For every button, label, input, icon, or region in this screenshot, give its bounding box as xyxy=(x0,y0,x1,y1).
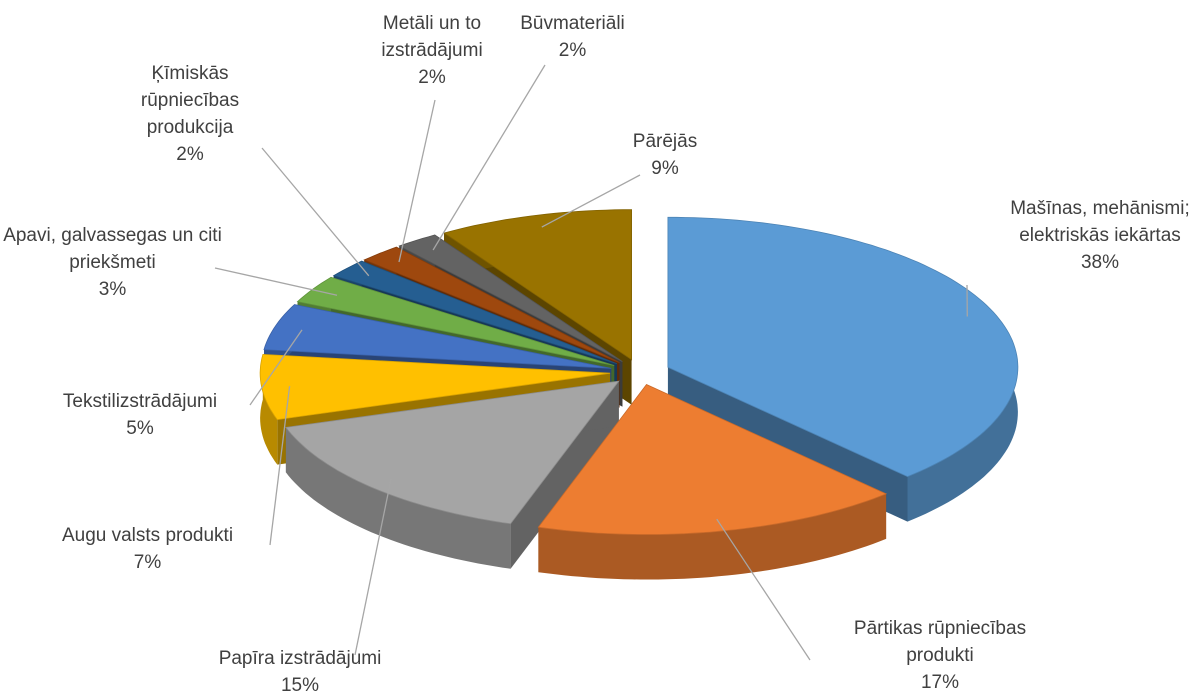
category-label: Būvmateriāli xyxy=(520,13,625,34)
slice-side xyxy=(285,427,511,569)
data-label: Pārējās 9% xyxy=(600,128,730,182)
category-label: Apavi, galvassegas un citi priekšmeti xyxy=(3,225,222,273)
data-label: Papīra izstrādājumi 15% xyxy=(200,645,400,699)
value-label: 7% xyxy=(133,552,162,573)
slice-side xyxy=(538,493,887,580)
category-label: Pārējās xyxy=(632,131,698,152)
data-label: Apavi, galvassegas un citi priekšmeti 3% xyxy=(0,222,225,303)
value-label: 2% xyxy=(418,67,446,88)
category-label: Tekstilizstrādājumi xyxy=(62,391,218,412)
leader-line xyxy=(716,518,811,661)
category-label: Mašīnas, mehānismi; elektriskās iekārtas xyxy=(1010,198,1190,246)
leader-line xyxy=(432,64,546,251)
slice xyxy=(332,260,618,365)
value-label: 9% xyxy=(651,158,679,179)
value-label: 3% xyxy=(98,279,127,300)
category-label: Pārtikas rūpniecības produkti xyxy=(853,618,1027,666)
data-label: Tekstilizstrādājumi 5% xyxy=(20,388,260,442)
leader-line xyxy=(541,174,641,228)
value-label: 38% xyxy=(1080,252,1120,273)
value-label: 2% xyxy=(176,144,204,165)
data-label: Ķīmiskās rūpniecības produkcija 2% xyxy=(120,60,260,168)
leader-line xyxy=(214,267,338,296)
slice xyxy=(296,276,615,366)
value-label: 17% xyxy=(920,672,960,693)
value-label: 15% xyxy=(280,675,320,696)
slice xyxy=(363,246,620,363)
data-label: Augu valsts produkti 7% xyxy=(20,522,275,576)
slice xyxy=(263,304,612,369)
category-label: Papīra izstrādājumi xyxy=(218,648,382,669)
data-label: Metāli un to izstrādājumi 2% xyxy=(352,10,512,91)
slice xyxy=(285,380,620,525)
category-label: Augu valsts produkti xyxy=(61,525,234,546)
leader-line xyxy=(261,147,370,277)
data-label: Būvmateriāli 2% xyxy=(495,10,650,64)
slice xyxy=(667,216,1019,478)
slice xyxy=(443,209,632,361)
leader-line xyxy=(354,478,392,656)
leader-line xyxy=(249,329,303,406)
value-label: 5% xyxy=(126,418,154,439)
slice xyxy=(398,234,623,362)
slice xyxy=(537,384,888,535)
category-label: Metāli un to izstrādājumi xyxy=(381,13,483,61)
category-label: Ķīmiskās rūpniecības produkcija xyxy=(140,63,240,138)
data-label: Mašīnas, mehānismi; elektriskās iekārtas… xyxy=(1000,195,1191,276)
value-label: 2% xyxy=(558,40,587,61)
leader-line xyxy=(269,386,291,546)
data-label: Pārtikas rūpniecības produkti 17% xyxy=(820,615,1060,696)
slice-side xyxy=(260,354,278,465)
leader-line xyxy=(398,99,436,263)
